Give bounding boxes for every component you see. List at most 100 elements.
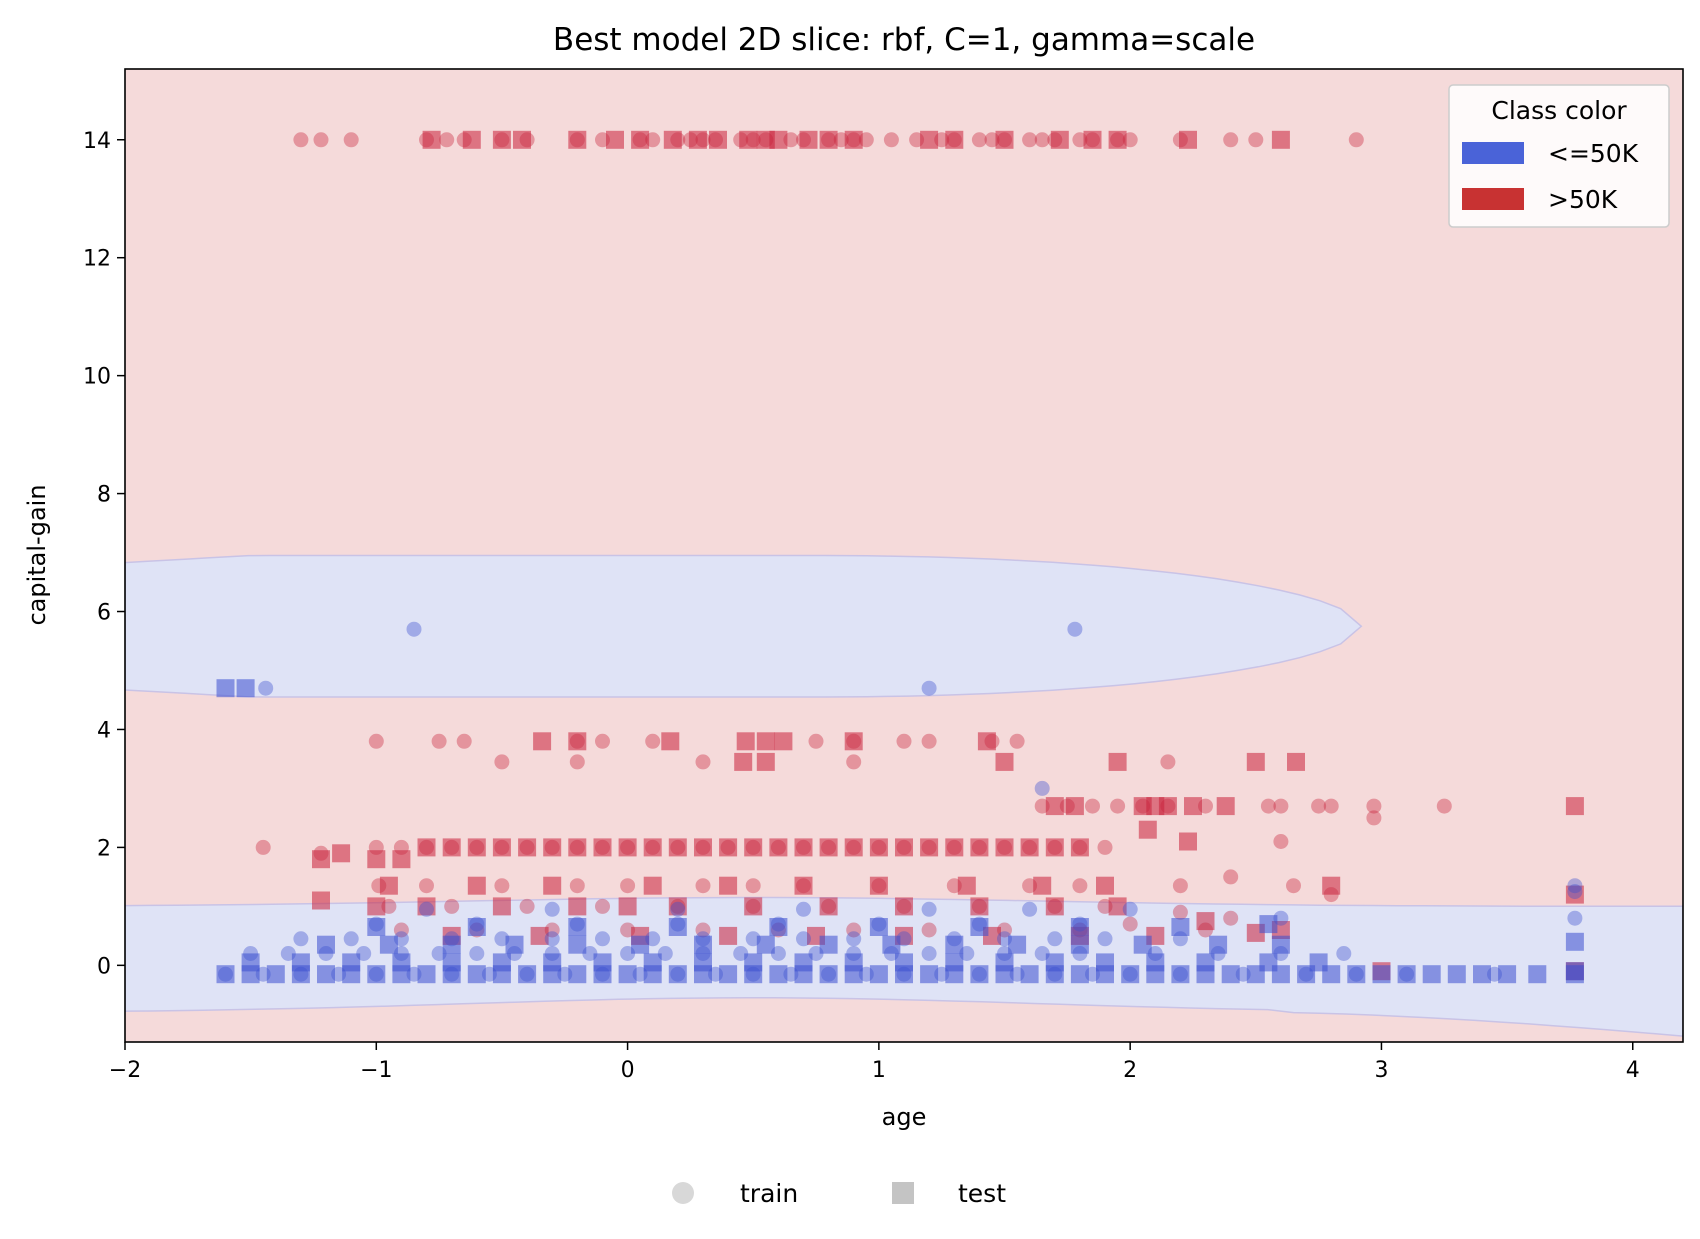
point-gt50k-test [593,838,612,857]
point-gt50k-test [844,732,863,751]
point-gt50k-test [719,876,738,895]
legend-marker-test [892,1182,914,1204]
point-gt50k-test [467,838,486,857]
point-le50k-test [668,918,687,936]
point-gt50k-test [819,897,838,916]
point-gt50k-test [819,130,838,149]
point-gt50k-test [995,838,1014,857]
point-gt50k-test [920,130,939,149]
point-le50k-test [518,965,537,984]
point-gt50k-train [569,754,585,770]
point-le50k-test [1070,965,1089,984]
point-gt50k-test [970,897,989,916]
point-gt50k-train [1034,132,1050,148]
point-le50k-test [819,935,838,954]
point-gt50k-test [668,838,687,857]
point-le50k-train [1022,901,1038,917]
point-gt50k-train [846,922,862,938]
point-gt50k-train [1110,798,1126,814]
point-gt50k-train [1172,878,1188,894]
point-gt50k-train [1348,132,1364,148]
point-gt50k-train [456,733,472,749]
point-le50k-test [882,935,901,954]
point-le50k-test [1565,932,1584,951]
point-gt50k-test [1184,797,1202,816]
point-gt50k-train [1160,754,1176,770]
point-gt50k-train [846,754,862,770]
point-gt50k-test [1216,797,1235,816]
x-tick-label: 2 [1123,1058,1137,1083]
decision-region-upper [125,554,1363,698]
point-le50k-test [945,935,964,954]
point-le50k-test [1045,953,1064,972]
point-gt50k-test [744,838,763,857]
legend-label-le50k: <=50K [1548,139,1639,168]
point-gt50k-test [995,130,1014,149]
point-le50k-test [1070,935,1089,954]
point-gt50k-test [568,732,587,751]
point-le50k-test [367,918,386,936]
point-gt50k-test [799,130,818,149]
point-le50k-test [794,953,813,972]
chart-title: Best model 2D slice: rbf, C=1, gamma=sca… [553,22,1255,58]
point-gt50k-train [519,898,535,914]
point-le50k-test [568,918,587,936]
point-gt50k-train [921,733,937,749]
point-le50k-train [846,931,862,947]
point-gt50k-test [312,850,330,869]
point-gt50k-train [896,733,912,749]
point-gt50k-test [1070,838,1089,857]
point-gt50k-test [663,130,682,149]
point-gt50k-train [439,132,455,148]
point-gt50k-test [756,732,775,751]
point-gt50k-test [462,130,481,149]
point-gt50k-test [734,752,753,771]
point-gt50k-test [1033,876,1052,895]
point-gt50k-test [533,732,552,751]
y-axis: 0 2 4 6 8 10 12 14 [83,129,125,979]
point-le50k-test [1565,962,1584,981]
point-gt50k-test [1096,876,1114,895]
y-tick-label: 0 [97,954,111,979]
point-gt50k-train [1085,798,1100,814]
point-gt50k-test [769,838,788,857]
point-gt50k-test [668,897,687,916]
point-le50k-train [258,680,274,696]
point-gt50k-test [1045,797,1064,816]
point-gt50k-train [1248,132,1264,148]
point-gt50k-test [492,897,511,916]
point-gt50k-test [895,838,913,857]
point-le50k-test [694,953,712,972]
point-le50k-test [1171,918,1190,936]
point-le50k-test [505,935,524,954]
point-le50k-test [1259,915,1278,934]
point-gt50k-test [1271,130,1290,149]
x-axis-label: age [882,1103,927,1131]
point-le50k-test [317,965,335,984]
point-gt50k-test [709,130,727,149]
y-tick-label: 10 [83,365,111,390]
point-gt50k-test [756,752,775,771]
point-le50k-test [920,965,939,984]
point-gt50k-test [392,850,411,869]
point-le50k-test [895,953,913,972]
point-le50k-train [1336,946,1352,961]
point-le50k-test [844,953,863,972]
point-gt50k-train [971,132,987,148]
point-le50k-test [392,953,411,972]
point-gt50k-test [530,926,549,945]
point-gt50k-test [543,838,562,857]
point-gt50k-train [695,754,711,770]
class-legend-title: Class color [1491,96,1627,125]
point-gt50k-train [695,878,711,894]
point-le50k-test [869,965,888,984]
point-gt50k-test [945,130,964,149]
point-gt50k-train [1366,810,1382,826]
point-le50k-test [236,679,255,698]
point-gt50k-test [568,838,587,857]
point-le50k-train [293,931,309,947]
y-tick-label: 2 [97,836,111,861]
legend-label-gt50k: >50K [1548,185,1618,214]
point-le50k-test [694,935,712,954]
point-le50k-test [756,935,775,954]
